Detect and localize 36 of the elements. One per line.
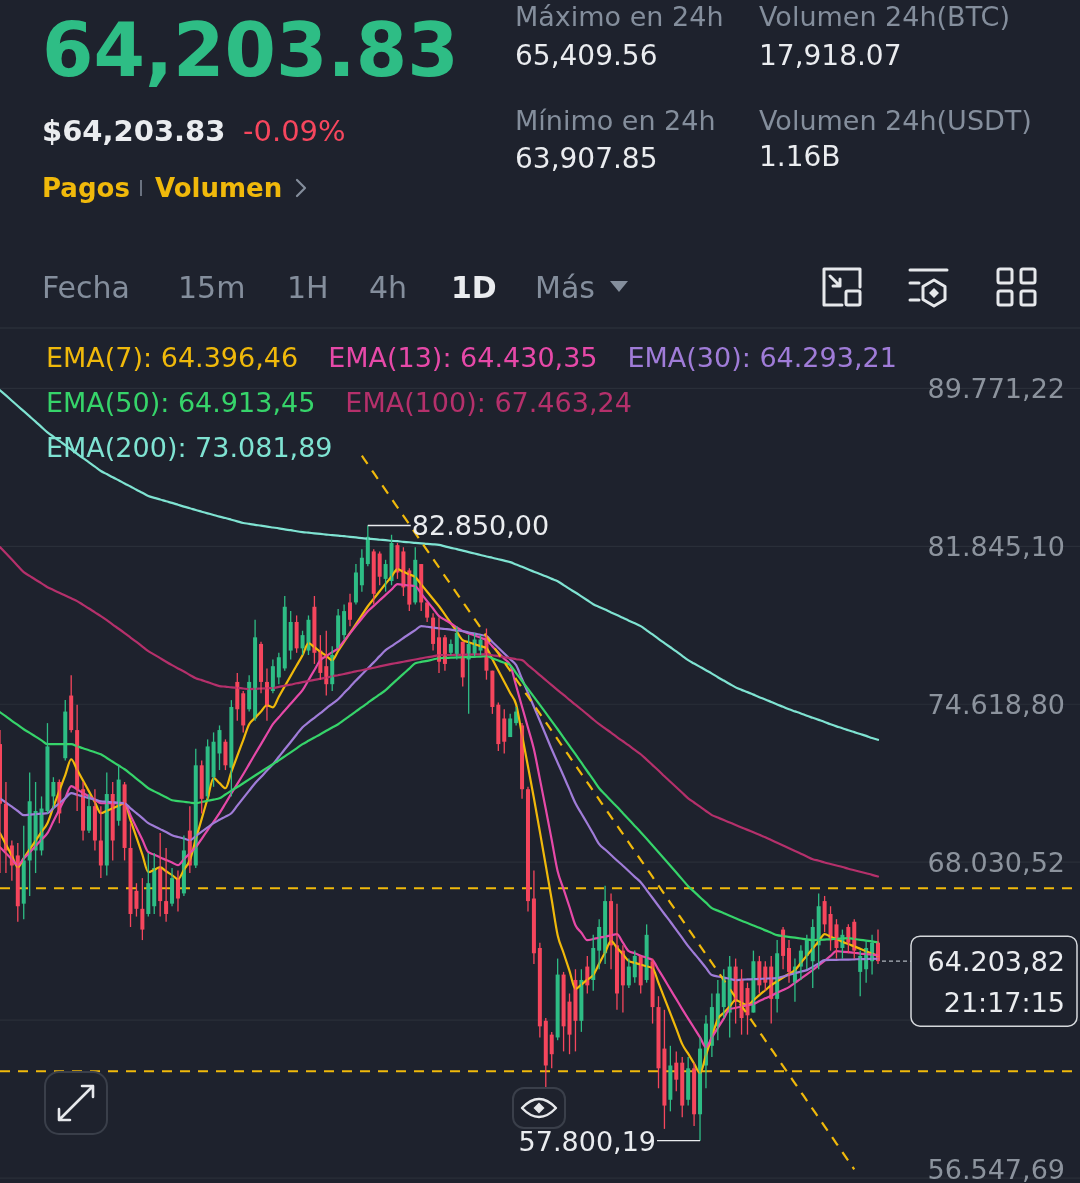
text: 1H (287, 269, 329, 305)
text: 4h (369, 269, 408, 305)
y-tick-label: 68.030,52 (927, 846, 1065, 878)
y-tick-label: 74.618,80 (927, 688, 1065, 720)
text: EMA(30): 64.293,21 (627, 341, 897, 373)
y-tick-label: 56.547,69 (927, 1153, 1065, 1183)
line-series (0, 389, 880, 741)
text: $64,203.83 (42, 114, 226, 148)
text: 1.16B (759, 139, 841, 173)
annotation: 57.800,19 (518, 1125, 657, 1157)
text: Volumen (155, 173, 283, 203)
y-tick-label: 81.845,10 (927, 530, 1065, 562)
text: EMA(50): 64.913,45 (46, 386, 316, 418)
text: 17,918.07 (759, 38, 902, 72)
text: Pagos (42, 173, 130, 203)
text: Fecha (42, 269, 130, 305)
annotation: 82.850,00 (411, 509, 550, 541)
text: EMA(13): 64.430,35 (328, 341, 598, 373)
text: 15m (178, 269, 246, 305)
line-series (0, 625, 880, 982)
text: EMA(100): 67.463,24 (345, 386, 632, 418)
text: 21:17:15 (943, 986, 1065, 1018)
y-tick-label: 89.771,22 (927, 372, 1065, 404)
ref-line-label: 64.203,82 (927, 945, 1065, 977)
text: 1D (451, 269, 497, 305)
text: EMA(7): 64.396,46 (46, 341, 299, 373)
text: 63,907.85 (515, 141, 658, 175)
text: Mínimo en 24h (515, 104, 716, 136)
text: Volumen 24h(USDT) (759, 104, 1032, 136)
chart-title: 64,203.83 (42, 7, 459, 93)
text: Más (535, 269, 595, 305)
line-series (0, 546, 880, 878)
text: 65,409.56 (515, 38, 658, 72)
text: -0.09% (243, 114, 346, 148)
text: Volumen 24h(BTC) (759, 0, 1010, 32)
text: Máximo en 24h (515, 0, 724, 32)
